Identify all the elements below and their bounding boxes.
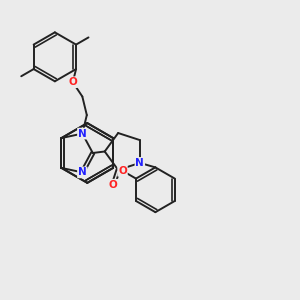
Text: O: O: [118, 166, 127, 176]
Text: O: O: [68, 77, 77, 87]
Text: N: N: [78, 129, 87, 139]
Text: O: O: [109, 180, 118, 190]
Text: N: N: [136, 158, 144, 168]
Text: N: N: [78, 167, 87, 177]
